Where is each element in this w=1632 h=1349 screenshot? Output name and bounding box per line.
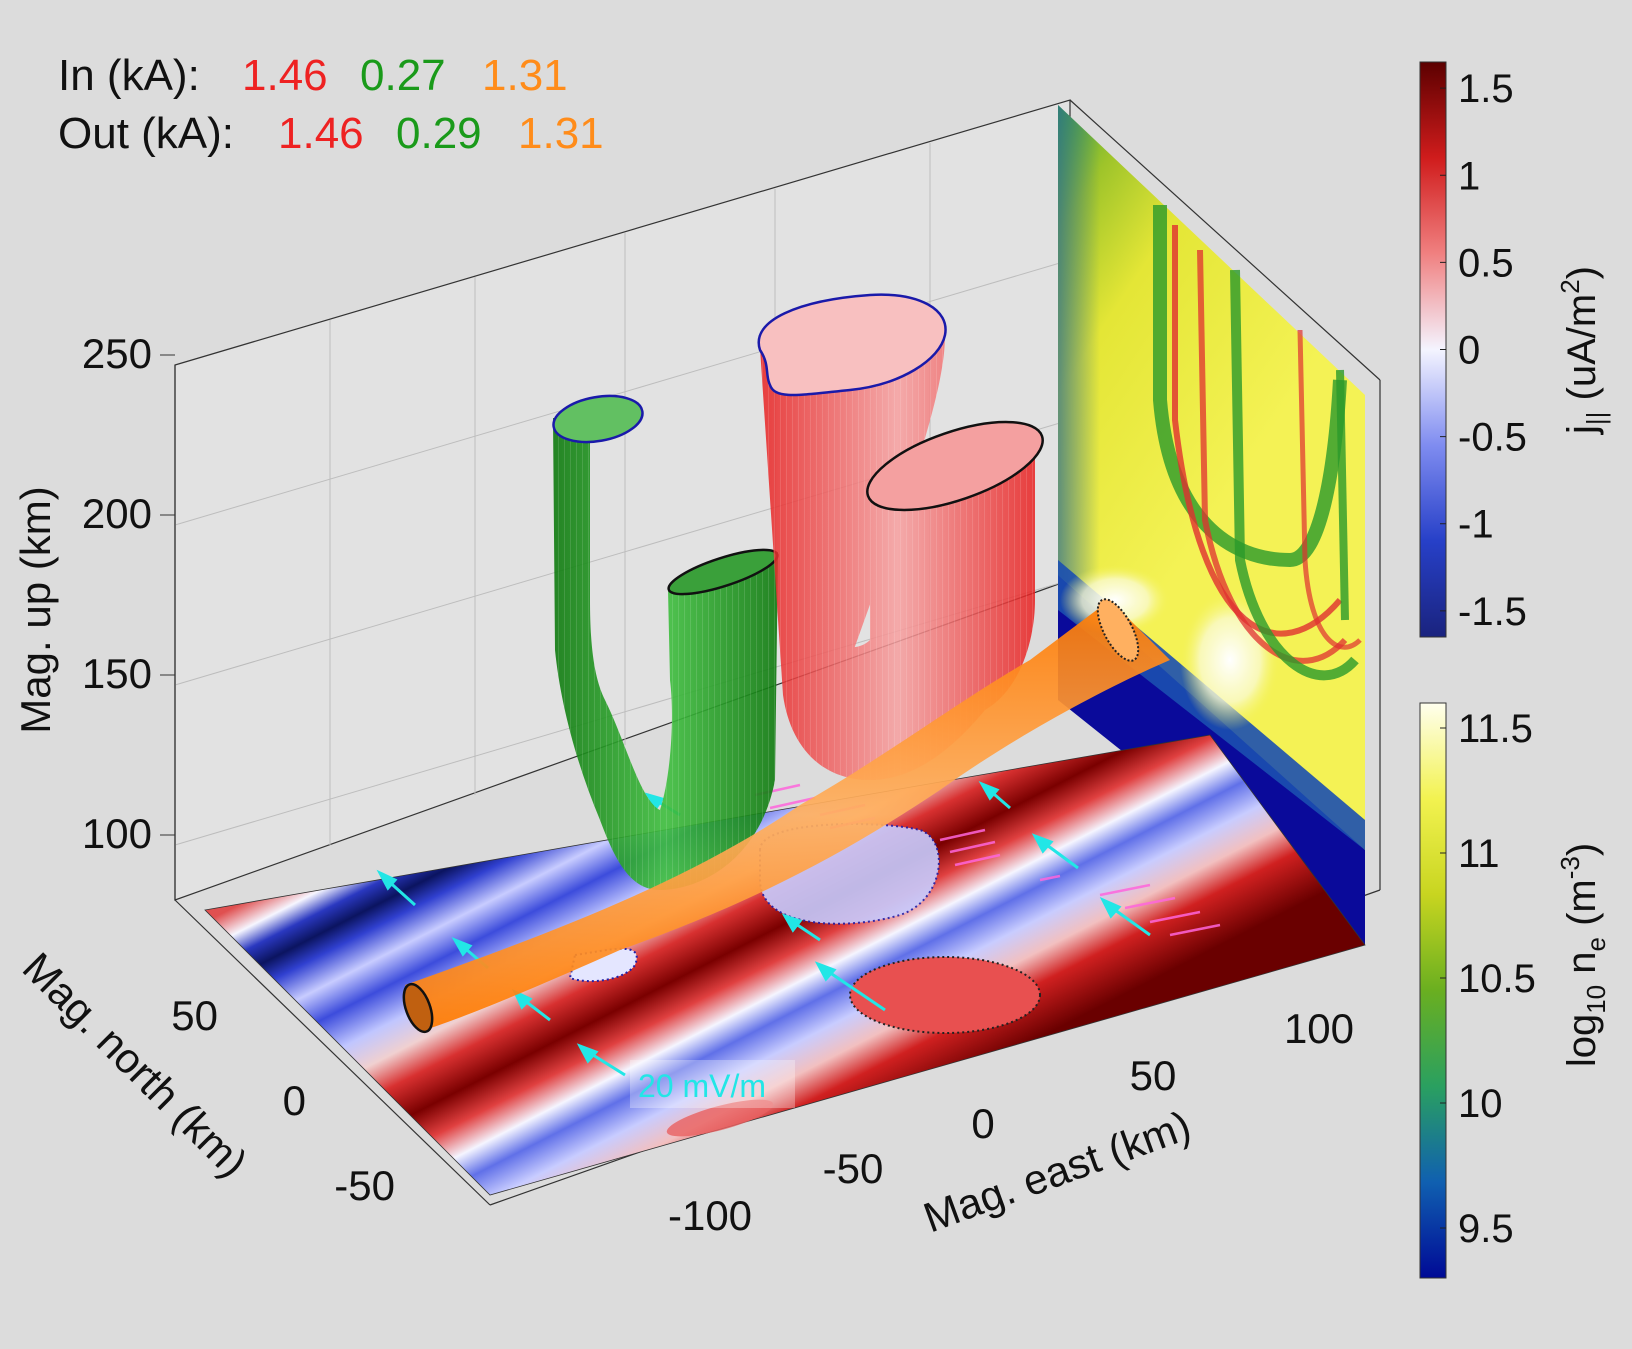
orange-tube bbox=[402, 598, 1170, 1034]
east-tick-50: 50 bbox=[1130, 1052, 1177, 1099]
east-tick-neg100: -100 bbox=[668, 1192, 752, 1239]
orange-tube-end-west bbox=[402, 982, 434, 1034]
colorbar-jpar-label: j|| (uA/m2) bbox=[1555, 266, 1611, 435]
green-tube-top-in bbox=[552, 394, 644, 444]
header-in-green: 0.27 bbox=[360, 51, 446, 100]
z-axis-label: Mag. up (km) bbox=[12, 486, 59, 733]
efield-arrows bbox=[376, 781, 1151, 1077]
colorbar-jpar-tick-label: -1.5 bbox=[1458, 590, 1527, 634]
north-tick-50: 50 bbox=[171, 992, 218, 1039]
header-in-red: 1.46 bbox=[242, 51, 328, 100]
east-tick-100: 100 bbox=[1284, 1005, 1354, 1052]
header-out-label: Out (kA): bbox=[58, 109, 234, 158]
north-tick-neg50: -50 bbox=[334, 1162, 395, 1209]
header-in-row: In (kA): 1.46 0.27 1.31 bbox=[58, 51, 568, 100]
colorbar-ne-tick-label: 9.5 bbox=[1458, 1207, 1514, 1251]
z-tick-100: 100 bbox=[82, 810, 152, 857]
z-axis: 250 200 150 100 bbox=[82, 330, 175, 857]
red-tube-top-out bbox=[866, 420, 1044, 512]
colorbar-jpar-tick-label: 0 bbox=[1458, 329, 1480, 373]
north-axis-label: Mag. north (km) bbox=[14, 943, 257, 1186]
north-axis: 50 0 -50 bbox=[171, 992, 395, 1209]
header-out-orange: 1.31 bbox=[518, 109, 604, 158]
colorbar-ne: 11.5 11 10.5 10 9.5 bbox=[1419, 702, 1536, 1279]
north-tick-0: 0 bbox=[283, 1077, 306, 1124]
colorbar-ne-tick-label: 11.5 bbox=[1458, 707, 1533, 751]
colorbar-ne-tick-label: 11 bbox=[1458, 832, 1500, 876]
colorbar-ne-bar bbox=[1419, 702, 1447, 1279]
east-tick-neg50: -50 bbox=[823, 1145, 884, 1192]
colorbar-jpar-tick-label: 1 bbox=[1458, 154, 1480, 198]
z-tick-200: 200 bbox=[82, 490, 152, 537]
z-tick-150: 150 bbox=[82, 650, 152, 697]
colorbar-jpar-tick-label: -0.5 bbox=[1458, 416, 1527, 460]
red-tube-top-in bbox=[757, 293, 947, 397]
z-tick-250: 250 bbox=[82, 330, 152, 377]
efield-scale-box bbox=[630, 1060, 795, 1108]
efield-scale-label: 20 mV/m bbox=[638, 1068, 766, 1104]
header-in-label: In (kA): bbox=[58, 51, 200, 100]
colorbar-ne-label: log10 ne (m-3) bbox=[1555, 843, 1611, 1067]
header-out-row: Out (kA): 1.46 0.29 1.31 bbox=[58, 109, 604, 158]
east-axis-label: Mag. east (km) bbox=[917, 1101, 1196, 1241]
header-in-orange: 1.31 bbox=[482, 51, 568, 100]
east-tick-0: 0 bbox=[971, 1100, 994, 1147]
colorbar-jpar-tick-label: -1 bbox=[1458, 503, 1494, 547]
orange-tube-end-east bbox=[1096, 598, 1140, 662]
red-tube bbox=[757, 293, 1044, 780]
colorbar-jpar: 1.5 1 0.5 0 -0.5 -1 -1.5 bbox=[1419, 61, 1527, 638]
colorbar-jpar-tick-label: 0.5 bbox=[1458, 241, 1514, 285]
colorbar-ne-tick-label: 10.5 bbox=[1458, 957, 1536, 1001]
header-out-red: 1.46 bbox=[278, 109, 364, 158]
colorbar-ne-tick-label: 10 bbox=[1458, 1082, 1503, 1126]
east-axis: -100 -50 0 50 100 bbox=[668, 1005, 1354, 1239]
header-out-green: 0.29 bbox=[396, 109, 482, 158]
colorbar-jpar-tick-label: 1.5 bbox=[1458, 67, 1514, 111]
